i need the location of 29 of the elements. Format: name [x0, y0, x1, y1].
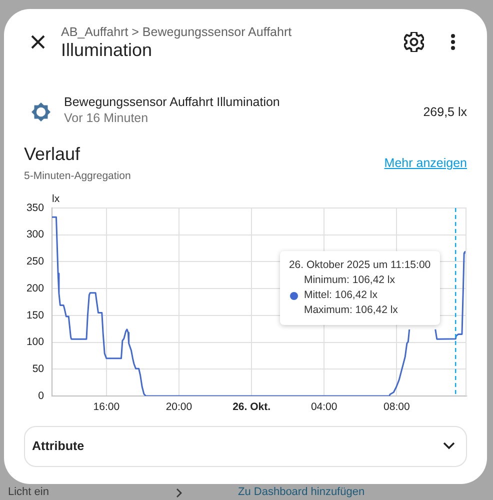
annotation: Maximum: 106,42 lx [302, 303, 399, 318]
text: Attribute [32, 439, 84, 454]
y-tick-label: 250 [26, 256, 44, 268]
y-tick-label: 200 [26, 282, 44, 294]
text: Vor 16 Minuten [64, 111, 148, 126]
text: AB_Auffahrt > Bewegungssensor Auffahrt [61, 25, 292, 40]
text: 269,5 lx [423, 105, 467, 120]
x-tick-label: 04:00 [310, 401, 338, 414]
text: Zu Dashboard hinzufügen [238, 486, 365, 500]
y-tick-label: 100 [26, 336, 44, 348]
annotation: Minimum: 106,42 lx [302, 273, 396, 288]
y-tick-label: 150 [26, 309, 44, 322]
text: Licht ein [8, 486, 49, 500]
y-tick-label: 50 [32, 363, 44, 376]
text: Illumination [61, 40, 152, 62]
y-tick-label: 350 [26, 202, 44, 214]
text: Bewegungssensor Auffahrt Illumination [64, 95, 280, 110]
chart-title: Verlauf [24, 144, 80, 166]
annotation: Mittel: 106,42 lx [302, 288, 379, 303]
y-tick-label: 300 [26, 228, 44, 241]
chart-subtitle: 5-Minuten-Aggregation [24, 170, 131, 183]
text: Mehr anzeigen [384, 156, 467, 171]
y-axis-title: lx [52, 192, 60, 205]
x-tick-label: 20:00 [166, 401, 192, 414]
x-tick-label: 26. Okt. [232, 401, 271, 414]
y-tick-label: 0 [38, 390, 44, 402]
x-tick-label: 16:00 [93, 401, 120, 414]
annotation: 26. Oktober 2025 um 11:15:00 [288, 258, 431, 273]
x-tick-label: 08:00 [384, 401, 410, 414]
